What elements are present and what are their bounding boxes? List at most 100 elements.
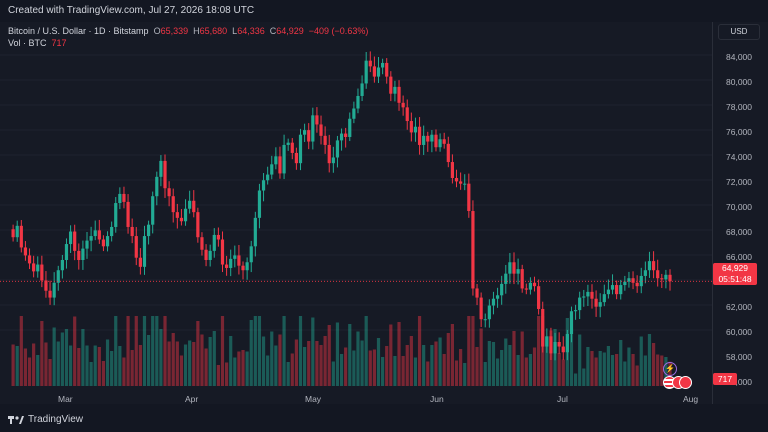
volume-bar bbox=[639, 336, 643, 386]
candle-body bbox=[27, 255, 32, 264]
volume-bar bbox=[590, 351, 594, 386]
price-tick: 78,000 bbox=[726, 102, 752, 112]
volume-bar bbox=[610, 355, 615, 386]
volume-bar bbox=[11, 344, 15, 386]
candle-body bbox=[323, 135, 327, 145]
volume-bar bbox=[274, 345, 278, 386]
volume-bar bbox=[266, 355, 270, 386]
volume-bar bbox=[171, 333, 175, 386]
volume-bar bbox=[245, 351, 249, 386]
volume-bar bbox=[89, 362, 93, 386]
time-label: Mar bbox=[58, 394, 73, 404]
volume-bar bbox=[631, 354, 635, 386]
volume-bar bbox=[56, 341, 60, 386]
volume-bar bbox=[233, 357, 237, 386]
candle-body bbox=[192, 200, 196, 213]
candle-body bbox=[142, 236, 147, 267]
candle-body bbox=[450, 162, 455, 178]
candle-body bbox=[590, 291, 594, 299]
volume-bar bbox=[282, 316, 286, 386]
volume-bar bbox=[101, 361, 106, 386]
candlestick-chart[interactable] bbox=[0, 0, 712, 404]
candle-body bbox=[561, 346, 565, 353]
candle-body bbox=[220, 239, 225, 265]
volume-bar bbox=[422, 345, 426, 386]
candle-body bbox=[89, 236, 93, 241]
candle-body bbox=[422, 135, 426, 145]
volume-bar bbox=[167, 341, 171, 386]
tradingview-logo-icon bbox=[8, 415, 24, 424]
candle-body bbox=[512, 262, 516, 274]
volume-bar bbox=[532, 347, 537, 386]
candle-body bbox=[270, 164, 274, 175]
volume-bar bbox=[15, 346, 19, 386]
volume-label[interactable]: Vol · BTC bbox=[8, 38, 47, 48]
volume-bar bbox=[159, 329, 163, 386]
volume-bar bbox=[163, 316, 167, 386]
event-icon[interactable] bbox=[679, 376, 692, 389]
price-tick: 58,000 bbox=[726, 352, 752, 362]
candle-body bbox=[467, 183, 471, 212]
candle-body bbox=[549, 336, 553, 354]
volume-bar bbox=[179, 355, 184, 386]
volume-bar bbox=[85, 345, 89, 386]
volume-bar bbox=[48, 359, 52, 386]
change-value: −409 (−0.63%) bbox=[308, 26, 369, 36]
price-axis[interactable] bbox=[712, 22, 768, 404]
candle-body bbox=[179, 217, 184, 222]
volume-bar bbox=[545, 336, 549, 386]
volume-bar bbox=[175, 341, 179, 386]
candle-body bbox=[413, 126, 418, 133]
volume-bar bbox=[557, 353, 561, 386]
chart-area[interactable] bbox=[0, 22, 712, 404]
currency-button[interactable]: USD bbox=[718, 24, 760, 40]
volume-bar bbox=[627, 347, 631, 386]
volume-bar bbox=[619, 340, 623, 386]
candle-body bbox=[528, 282, 533, 290]
candle-body bbox=[610, 285, 615, 290]
candle-body bbox=[537, 286, 541, 309]
candle-body bbox=[664, 274, 668, 280]
candle-body bbox=[569, 311, 574, 335]
candle-body bbox=[434, 134, 438, 148]
candle-body bbox=[409, 121, 413, 133]
volume-bar bbox=[434, 341, 438, 386]
candle-body bbox=[200, 237, 204, 250]
candle-body bbox=[204, 249, 208, 260]
volume-bar bbox=[93, 345, 97, 386]
volume-bar bbox=[44, 342, 48, 386]
candle-body bbox=[229, 258, 233, 268]
candle-body bbox=[471, 211, 475, 289]
candle-body bbox=[266, 174, 270, 181]
candle-body bbox=[257, 190, 262, 218]
volume-bar bbox=[483, 362, 487, 386]
candle-body bbox=[565, 334, 569, 353]
time-label: Jun bbox=[430, 394, 444, 404]
candle-body bbox=[586, 291, 590, 297]
lightning-icon[interactable]: ⚡ bbox=[663, 362, 677, 376]
symbol-label[interactable]: Bitcoin / U.S. Dollar · 1D · Bitstamp bbox=[8, 26, 149, 36]
volume-bar bbox=[311, 317, 315, 386]
candle-body bbox=[668, 274, 672, 282]
candle-body bbox=[385, 62, 389, 77]
volume-bar bbox=[32, 343, 36, 386]
volume-bar bbox=[520, 331, 524, 386]
candle-body bbox=[60, 259, 64, 271]
volume-bar bbox=[647, 334, 652, 386]
volume-bar bbox=[261, 336, 266, 386]
time-label: Aug bbox=[683, 394, 699, 404]
volume-bar bbox=[196, 321, 200, 386]
candle-body bbox=[606, 289, 611, 295]
close-value: 64,929 bbox=[276, 26, 304, 36]
candle-body bbox=[85, 240, 89, 249]
volume-bar bbox=[594, 357, 598, 386]
candle-body bbox=[578, 297, 582, 311]
volume-bar bbox=[307, 341, 311, 386]
tradingview-logo[interactable]: TradingView bbox=[8, 414, 83, 425]
candle-body bbox=[524, 288, 528, 290]
candle-body bbox=[651, 261, 656, 271]
volume-bar bbox=[60, 332, 64, 386]
candle-body bbox=[417, 126, 422, 145]
candle-body bbox=[188, 200, 192, 209]
candle-body bbox=[155, 176, 159, 197]
